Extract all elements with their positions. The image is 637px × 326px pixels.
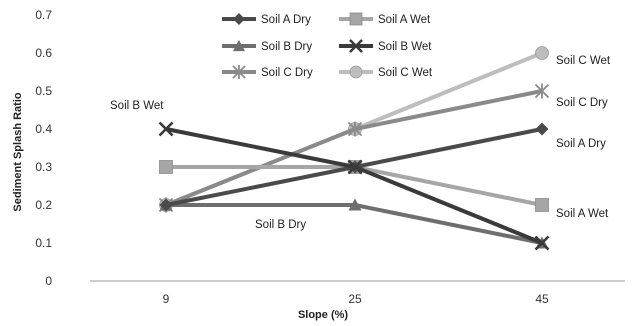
x-tick-label: 25 xyxy=(348,292,362,306)
y-tick-label: 0.3 xyxy=(35,160,52,174)
legend-entry: Soil B Dry xyxy=(222,40,312,53)
data-point xyxy=(534,83,550,99)
legend-marker xyxy=(349,12,363,26)
y-tick-label: 0.4 xyxy=(35,122,52,136)
data-point xyxy=(159,160,173,174)
data-point xyxy=(535,122,549,136)
legend-entry: Soil A Dry xyxy=(222,13,311,26)
legend-entry: Soil C Dry xyxy=(222,65,313,79)
legend-label: Soil C Dry xyxy=(261,67,313,79)
legend-marker xyxy=(232,65,246,79)
annotation-label: Soil B Wet xyxy=(110,100,164,112)
legend-label: Soil A Wet xyxy=(378,14,431,26)
legend-marker xyxy=(233,13,245,25)
y-tick-label: 0.2 xyxy=(35,198,52,212)
x-tick-label: 9 xyxy=(163,292,170,306)
legend-label: Soil B Wet xyxy=(378,41,432,53)
data-point xyxy=(535,198,549,212)
legend-label: Soil C Wet xyxy=(378,67,433,79)
y-tick-label: 0.7 xyxy=(35,8,52,22)
legend-entry: Soil B Wet xyxy=(339,39,432,53)
legend-label: Soil A Dry xyxy=(261,14,311,26)
legend-marker xyxy=(233,40,245,52)
data-point xyxy=(158,121,174,137)
y-axis-title: Sediment Splash Ratio xyxy=(12,92,24,211)
legend-marker xyxy=(349,39,363,53)
legend-entry: Soil C Wet xyxy=(339,65,433,79)
legend-label: Soil B Dry xyxy=(261,41,312,53)
series-line xyxy=(165,127,543,245)
data-point xyxy=(159,198,173,212)
data-point xyxy=(347,121,363,137)
x-axis-title: Slope (%) xyxy=(298,309,348,321)
annotation-label: Soil A Dry xyxy=(556,138,606,150)
annotation-label: Soil C Wet xyxy=(556,55,611,67)
legend-entry: Soil A Wet xyxy=(339,12,431,26)
data-point xyxy=(534,235,550,251)
series-line xyxy=(166,203,543,245)
data-point xyxy=(348,198,362,211)
y-tick-label: 0.6 xyxy=(35,46,52,60)
y-tick-label: 0.1 xyxy=(35,236,52,250)
data-point xyxy=(347,159,363,175)
legend-marker xyxy=(349,65,363,79)
y-tick-label: 0.5 xyxy=(35,84,52,98)
x-tick-label: 45 xyxy=(535,292,549,306)
annotation-label: Soil B Dry xyxy=(255,219,306,231)
data-point xyxy=(535,46,549,60)
y-tick-label: 0 xyxy=(45,274,52,288)
series-line xyxy=(165,89,543,207)
annotation-label: Soil A Wet xyxy=(556,208,609,220)
annotation-label: Soil C Dry xyxy=(556,97,608,109)
series-soil-b-wet xyxy=(158,121,550,251)
